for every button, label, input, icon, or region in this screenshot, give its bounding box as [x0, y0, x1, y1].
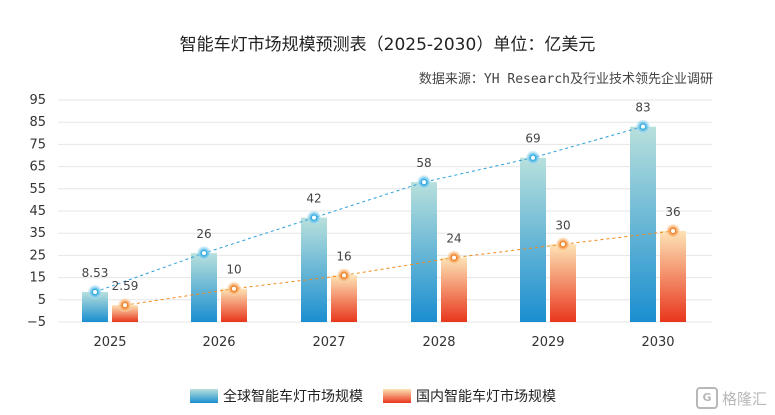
data-label-domestic: 16 [336, 249, 351, 263]
data-source-note: 数据来源：YH Research及行业技术领先企业调研 [418, 72, 713, 87]
legend-swatch-domestic [383, 389, 411, 403]
legend: 全球智能车灯市场规模 国内智能车灯市场规模 [190, 388, 556, 405]
bar-global [411, 182, 437, 322]
data-labels: 8.53 26 42 58 69 83 2.59 10 16 24 30 36 [82, 101, 681, 294]
y-axis-ticks: 95 85 75 65 55 45 35 25 15 5 −5 [27, 93, 46, 330]
bar-domestic [441, 257, 467, 322]
bars [82, 126, 686, 322]
y-tick-label: 75 [29, 137, 46, 152]
y-tick-label: 85 [29, 115, 46, 130]
marker-center [671, 228, 675, 233]
marker-center [641, 124, 645, 129]
y-tick-label: 5 [38, 293, 46, 308]
x-tick-label: 2030 [641, 335, 674, 350]
marker-center [422, 180, 426, 185]
bar-domestic [550, 244, 576, 322]
marker-center [93, 289, 97, 294]
marker-center [232, 286, 236, 291]
data-label-global: 8.53 [82, 266, 109, 280]
y-tick-label: 45 [29, 204, 46, 219]
marker-center [123, 303, 127, 308]
bar-global [301, 217, 327, 322]
gelonghui-logo-icon: G [695, 387, 718, 409]
bar-global [520, 157, 546, 322]
watermark-text: 格隆汇 [721, 389, 767, 408]
data-label-global: 83 [635, 101, 650, 115]
legend-label-domestic: 国内智能车灯市场规模 [416, 388, 556, 405]
bar-domestic [331, 275, 357, 322]
trend-line-global [94, 126, 644, 293]
y-tick-label: 25 [29, 248, 46, 263]
y-tick-label: 55 [29, 182, 46, 197]
x-tick-label: 2029 [531, 335, 564, 350]
marker-center [561, 242, 565, 247]
y-tick-label: 15 [29, 271, 46, 286]
bar-global [630, 126, 656, 322]
data-label-domestic: 24 [446, 232, 461, 246]
grid-lines [58, 99, 712, 323]
y-tick-label: 35 [29, 226, 46, 241]
chart-title: 智能车灯市场规模预测表（2025-2030）单位：亿美元 [179, 35, 596, 55]
data-label-domestic: 36 [665, 205, 680, 219]
marker-center [312, 215, 316, 220]
legend-swatch-global [190, 389, 218, 403]
marker-center [342, 273, 346, 278]
bar-domestic [112, 305, 138, 322]
x-tick-label: 2026 [202, 335, 235, 350]
trend-line-domestic [124, 230, 674, 306]
marker-center [452, 255, 456, 260]
x-tick-label: 2028 [422, 335, 455, 350]
data-label-global: 58 [416, 156, 431, 170]
data-label-domestic: 30 [555, 218, 570, 232]
trend-lines [88, 119, 680, 313]
marker-center [202, 251, 206, 256]
y-tick-label: −5 [27, 315, 46, 330]
data-label-global: 69 [525, 132, 540, 146]
x-axis-ticks: 2025 2026 2027 2028 2029 2030 [93, 335, 674, 350]
data-label-global: 26 [196, 227, 211, 241]
y-tick-label: 65 [29, 160, 46, 175]
data-label-domestic: 2.59 [112, 279, 139, 293]
y-tick-label: 95 [29, 93, 46, 108]
x-tick-label: 2027 [312, 335, 345, 350]
watermark: G 格隆汇 [695, 387, 767, 409]
data-label-domestic: 10 [226, 263, 241, 277]
marker-center [531, 155, 535, 160]
bar-domestic [660, 230, 686, 322]
bar-global [191, 253, 217, 322]
x-tick-label: 2025 [93, 335, 126, 350]
data-label-global: 42 [306, 192, 321, 206]
legend-label-global: 全球智能车灯市场规模 [223, 388, 363, 405]
